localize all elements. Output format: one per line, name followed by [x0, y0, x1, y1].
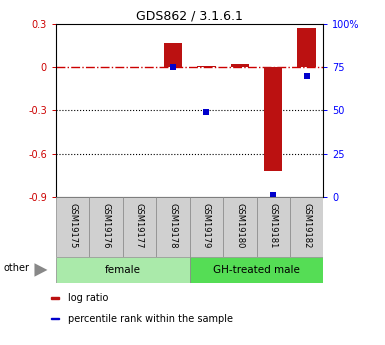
Title: GDS862 / 3.1.6.1: GDS862 / 3.1.6.1: [136, 10, 243, 23]
Text: female: female: [105, 265, 141, 275]
Text: GSM19182: GSM19182: [302, 203, 311, 248]
Bar: [164, 43, 182, 67]
Text: other: other: [4, 263, 30, 273]
Text: GSM19177: GSM19177: [135, 203, 144, 248]
Text: GSM19179: GSM19179: [202, 203, 211, 248]
Bar: [256, 197, 290, 257]
Text: GSM19180: GSM19180: [235, 203, 244, 248]
Bar: [89, 197, 123, 257]
Text: GSM19175: GSM19175: [68, 203, 77, 248]
Bar: [51, 318, 59, 319]
Bar: [264, 67, 283, 171]
Bar: [56, 197, 89, 257]
Bar: [223, 197, 256, 257]
Text: GH-treated male: GH-treated male: [213, 265, 300, 275]
Bar: [197, 66, 216, 67]
Bar: [56, 257, 189, 283]
Bar: [298, 29, 316, 67]
Polygon shape: [35, 263, 47, 277]
Text: GSM19178: GSM19178: [168, 203, 177, 248]
Bar: [189, 257, 323, 283]
Text: GSM19181: GSM19181: [269, 203, 278, 248]
Bar: [123, 197, 156, 257]
Bar: [231, 65, 249, 67]
Bar: [189, 197, 223, 257]
Bar: [51, 297, 59, 299]
Bar: [156, 197, 189, 257]
Bar: [290, 197, 323, 257]
Text: percentile rank within the sample: percentile rank within the sample: [68, 314, 233, 324]
Text: GSM19176: GSM19176: [102, 203, 110, 248]
Text: log ratio: log ratio: [68, 293, 108, 303]
